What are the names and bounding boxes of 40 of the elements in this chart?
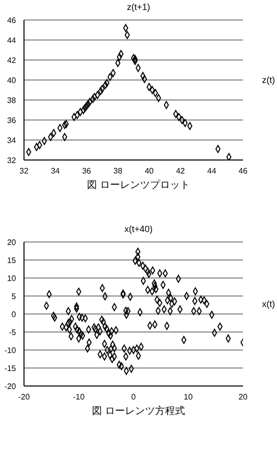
y-tick-label: 46 bbox=[7, 16, 17, 25]
y-tick-label: 10 bbox=[7, 274, 17, 283]
y-tick-label: 32 bbox=[7, 156, 17, 165]
x-tick-label: 34 bbox=[50, 166, 60, 176]
text: 図 ローレンツ方程式 bbox=[91, 404, 186, 418]
x-axis-title: x(t) bbox=[262, 299, 275, 309]
point bbox=[82, 104, 88, 112]
x-tick-label: 20 bbox=[238, 392, 248, 402]
y-tick-label: 34 bbox=[7, 136, 17, 145]
x-tick-label: 0 bbox=[131, 392, 136, 402]
y-tick-label: -20 bbox=[4, 382, 17, 391]
x-tick-label: 42 bbox=[176, 166, 186, 176]
y-tick-label: 5 bbox=[12, 292, 17, 301]
x-tick-label: 38 bbox=[113, 166, 123, 176]
point bbox=[179, 116, 185, 124]
x-tick-label: -10 bbox=[72, 392, 86, 402]
y-tick-label: -5 bbox=[8, 328, 17, 337]
y-tick-label: 38 bbox=[7, 96, 17, 105]
point bbox=[130, 54, 136, 62]
y-tick-label: 40 bbox=[7, 76, 17, 85]
y-tick-label: 42 bbox=[7, 56, 17, 65]
x-tick-label: 32 bbox=[20, 166, 29, 176]
x-tick-label: 36 bbox=[82, 166, 92, 176]
x-tick-label: 10 bbox=[184, 392, 194, 402]
y-axis-title: x(t+40) bbox=[123, 224, 154, 234]
x-tick-label: 44 bbox=[207, 166, 217, 176]
y-tick-label: 0 bbox=[12, 310, 17, 319]
y-tick-label: -10 bbox=[4, 346, 17, 355]
y-tick-label: -15 bbox=[4, 364, 17, 373]
x-tick-label: 40 bbox=[144, 166, 154, 176]
y-tick-label: 44 bbox=[7, 36, 17, 45]
text: 図 ローレンツプロット bbox=[86, 178, 191, 192]
y-axis-title: z(t+1) bbox=[126, 2, 152, 12]
x-tick-label: 46 bbox=[238, 166, 248, 176]
point bbox=[226, 153, 232, 160]
x-axis-title: z(t) bbox=[262, 75, 275, 85]
y-tick-label: 20 bbox=[7, 238, 17, 247]
x-tick-label: -20 bbox=[18, 392, 30, 402]
y-tick-label: 15 bbox=[7, 256, 17, 265]
y-tick-label: 36 bbox=[7, 116, 17, 125]
